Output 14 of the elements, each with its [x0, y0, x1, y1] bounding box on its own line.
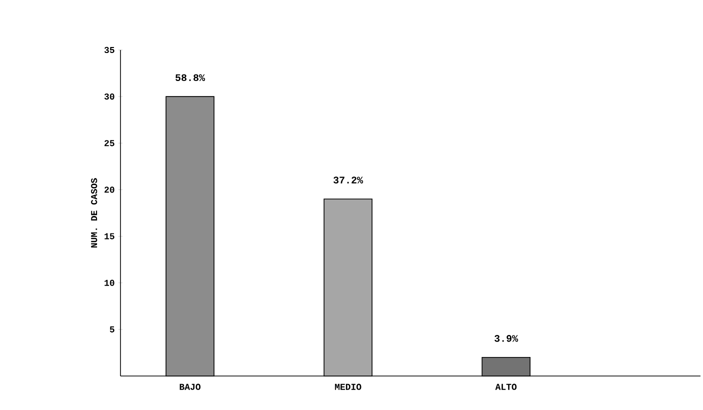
annotation: 58.8%	[176, 74, 206, 82]
y-tick-label: 35	[104, 46, 114, 54]
x-tick-label: MEDIO	[334, 384, 362, 390]
y-tick-label: 20	[104, 186, 114, 193]
y-tick-label: 30	[104, 94, 114, 100]
y-tick-label: 15	[104, 233, 114, 240]
y-tick-label: 5	[110, 326, 114, 332]
y-tick-label: 10	[104, 280, 114, 286]
annotation: 37.2%	[333, 176, 364, 184]
y-tick-label: 25	[104, 140, 114, 146]
y-axis-title: NUM. DE CASOS	[91, 178, 98, 248]
x-tick-label: ALTO	[495, 384, 517, 390]
x-tick-label: BAJO	[180, 384, 200, 390]
annotation: 3.9%	[494, 335, 518, 342]
